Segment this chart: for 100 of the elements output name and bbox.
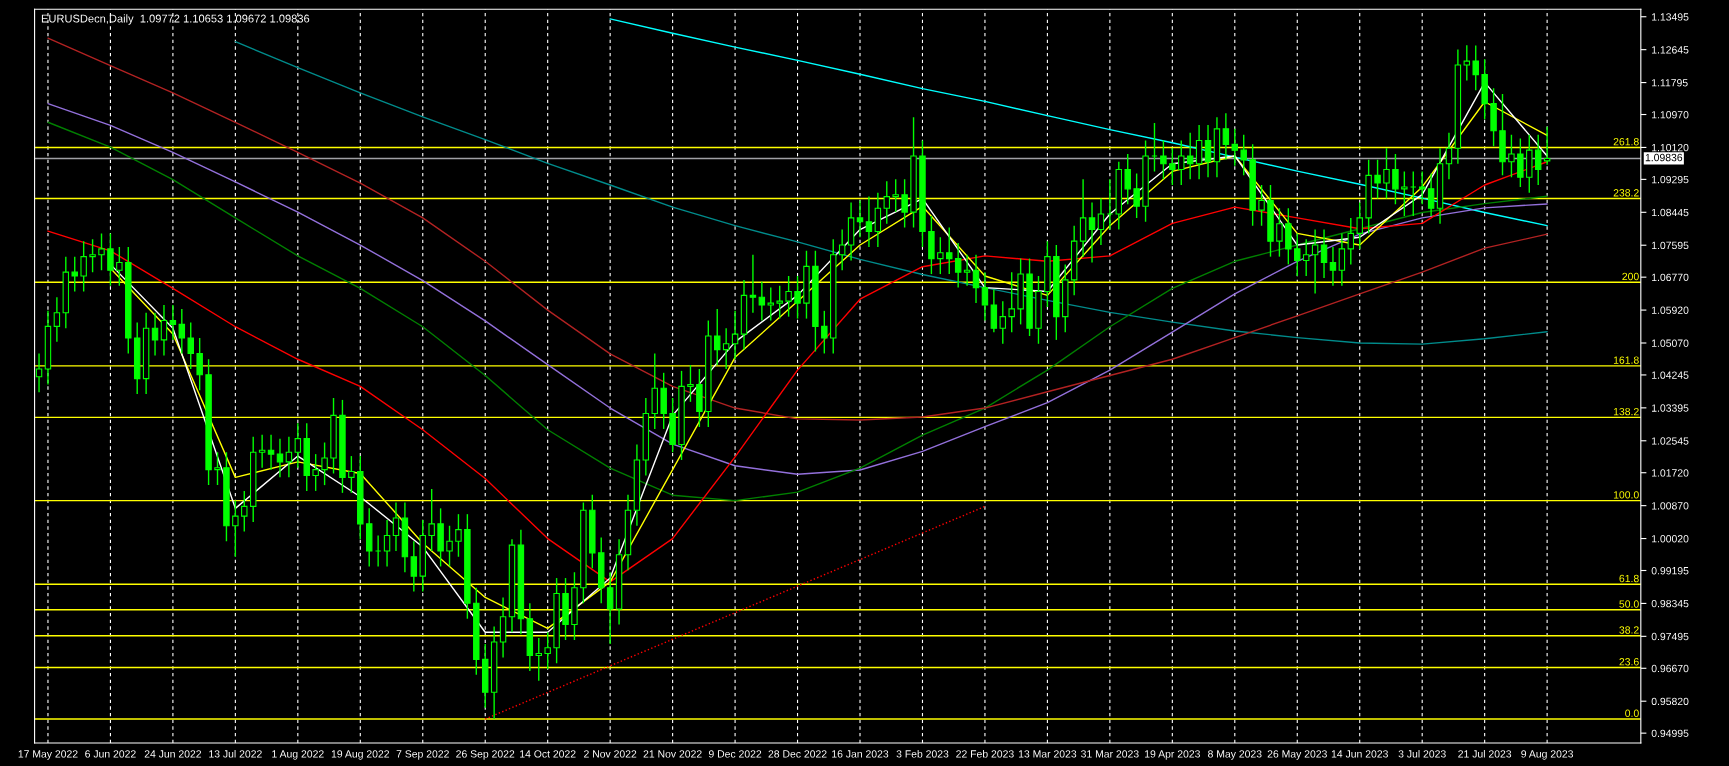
- x-tick-label: 7 Sep 2022: [396, 750, 449, 760]
- candlestick: [348, 455, 355, 494]
- candlestick: [946, 226, 953, 275]
- x-tick-label: 6 Jun 2022: [85, 750, 136, 758]
- line-series: [47, 37, 1548, 421]
- candlestick: [1088, 201, 1096, 264]
- candlestick: [972, 254, 980, 304]
- candlestick: [374, 534, 382, 568]
- candlestick: [151, 312, 159, 357]
- candlestick: [321, 441, 328, 486]
- candlestick: [1383, 147, 1390, 200]
- candlestick: [990, 288, 998, 333]
- candlestick: [1106, 178, 1114, 231]
- candlestick: [80, 240, 87, 293]
- candlestick: [1276, 207, 1283, 258]
- annotation: 238.2: [1613, 189, 1639, 197]
- candlestick: [1097, 197, 1105, 246]
- candlestick: [1320, 228, 1328, 279]
- y-tick-label: 0.95820: [1651, 697, 1689, 706]
- x-tick-label: 16 Jan 2023: [832, 750, 889, 758]
- candlestick: [53, 296, 61, 343]
- y-tick-label: 1.08445: [1652, 208, 1689, 217]
- candlestick: [1124, 153, 1131, 206]
- candlestick: [963, 254, 971, 287]
- candlestick: [749, 254, 757, 314]
- y-tick-label: 0.97495: [1651, 632, 1689, 641]
- candlestick: [1427, 172, 1435, 217]
- candlestick: [731, 310, 739, 360]
- candlestick: [1534, 133, 1542, 186]
- annotation: 38.2: [1619, 626, 1639, 634]
- candlestick: [999, 300, 1007, 345]
- candlestick: [687, 364, 694, 403]
- candlestick: [981, 271, 989, 322]
- candlestick: [1401, 170, 1408, 217]
- candlestick: [116, 246, 123, 287]
- x-tick-label: 9 Dec 2022: [708, 750, 762, 758]
- candlestick: [410, 540, 418, 593]
- annotation: 100.0: [1613, 491, 1639, 499]
- candlestick: [455, 513, 462, 558]
- x-tick-label: 17 May 2022: [18, 750, 78, 760]
- candlestick: [312, 453, 319, 492]
- candlestick: [937, 236, 944, 275]
- candlestick: [1079, 178, 1087, 258]
- candlestick: [1231, 128, 1239, 167]
- candlestick: [714, 308, 721, 366]
- x-tick-label: 9 Aug 2023: [1521, 750, 1574, 760]
- annotation: 200: [1622, 272, 1639, 281]
- candlestick: [1463, 44, 1471, 82]
- y-tick-label: 1.07595: [1652, 241, 1689, 250]
- candlestick: [1445, 132, 1453, 180]
- candlestick: [1204, 124, 1212, 178]
- candlestick: [794, 275, 801, 320]
- candlestick: [294, 422, 302, 469]
- y-tick-label: 0.98345: [1651, 599, 1689, 608]
- x-tick-label: 1 Aug 2022: [272, 750, 324, 760]
- y-tick-label: 1.00870: [1652, 502, 1689, 510]
- y-tick-label: 1.00020: [1652, 535, 1689, 543]
- candlestick: [214, 451, 221, 486]
- x-tick-label: 14 Jun 2023: [1331, 750, 1388, 758]
- candlestick: [1472, 44, 1479, 91]
- annotation: 0.0: [1625, 709, 1639, 717]
- candlestick: [285, 436, 293, 479]
- chart-title: EURUSDecn,Daily 1.09772 1.10653 1.09672 1.09836: [41, 14, 310, 25]
- line-series: [609, 18, 1548, 227]
- candlestick: [1302, 238, 1310, 277]
- y-tick-label: 1.10120: [1652, 143, 1689, 152]
- x-tick-label: 26 Sep 2022: [456, 750, 515, 760]
- candlestick: [1356, 201, 1363, 250]
- candlestick: [178, 308, 186, 355]
- candlestick: [392, 501, 400, 552]
- x-tick-label: 22 Feb 2023: [956, 749, 1014, 758]
- candlestick: [1329, 246, 1337, 287]
- candlestick: [838, 228, 846, 271]
- candlestick: [1392, 153, 1399, 206]
- candlestick: [1240, 133, 1247, 177]
- candlestick: [1133, 172, 1140, 219]
- y-tick-label: 0.96670: [1651, 664, 1689, 673]
- y-tick-label: 1.10970: [1652, 111, 1689, 119]
- x-tick-label: 8 May 2023: [1208, 750, 1262, 760]
- candlestick: [160, 304, 168, 357]
- candlestick: [892, 178, 899, 213]
- candlestick: [901, 178, 908, 229]
- candlestick: [883, 180, 891, 225]
- candlestick: [1418, 170, 1426, 206]
- candlestick: [169, 304, 177, 341]
- candlestick: [428, 488, 435, 552]
- candlestick: [1160, 139, 1167, 180]
- candlestick: [874, 192, 882, 248]
- x-tick-label: 2 Nov 2022: [584, 750, 637, 758]
- candlestick: [1338, 232, 1346, 287]
- y-tick-label: 1.01720: [1652, 469, 1689, 477]
- candlestick: [107, 232, 114, 287]
- candlestick: [267, 434, 275, 471]
- candlestick: [89, 238, 96, 273]
- candlestick: [1222, 112, 1230, 161]
- candlestick: [1186, 132, 1194, 180]
- x-tick-label: 13 Mar 2023: [1018, 750, 1077, 758]
- candlestick: [1508, 133, 1515, 178]
- y-tick-label: 1.02545: [1652, 437, 1689, 445]
- annotation: 61.8: [1619, 574, 1639, 583]
